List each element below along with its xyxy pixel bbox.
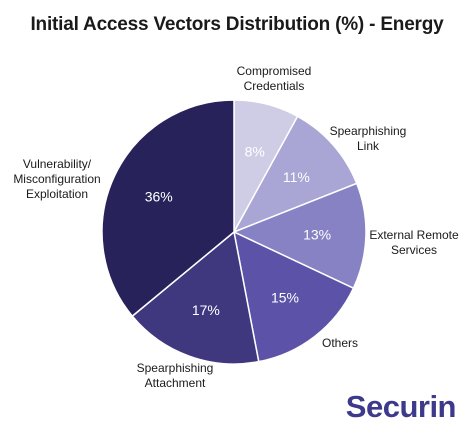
slice-value-label: 17% [192, 302, 220, 318]
slice-value-label: 13% [303, 227, 331, 243]
pie-slice [232, 115, 358, 234]
pie-slice [232, 230, 355, 363]
slice-category-label: Others [322, 336, 358, 350]
pie-slice [101, 99, 235, 318]
pie-slice [131, 230, 260, 365]
pie-slice [232, 182, 367, 290]
slice-value-label: 8% [245, 143, 265, 159]
slice-category-label: Spearphishing Attachment [137, 361, 214, 390]
chart-title: Initial Access Vectors Distribution (%) … [30, 14, 444, 35]
slice-value-label: 15% [271, 290, 299, 306]
securin-logo: Securin [345, 389, 457, 424]
slice-value-label: 36% [145, 189, 173, 205]
slice-value-label: 11% [283, 169, 310, 185]
slice-category-label: Spearphishing Link [330, 124, 407, 153]
slice-category-label: Compromised Credentials [237, 64, 312, 93]
slice-category-label: External Remote Services [369, 228, 459, 257]
slice-category-label: Vulnerability/Misconfiguration Exploitati… [13, 157, 100, 201]
